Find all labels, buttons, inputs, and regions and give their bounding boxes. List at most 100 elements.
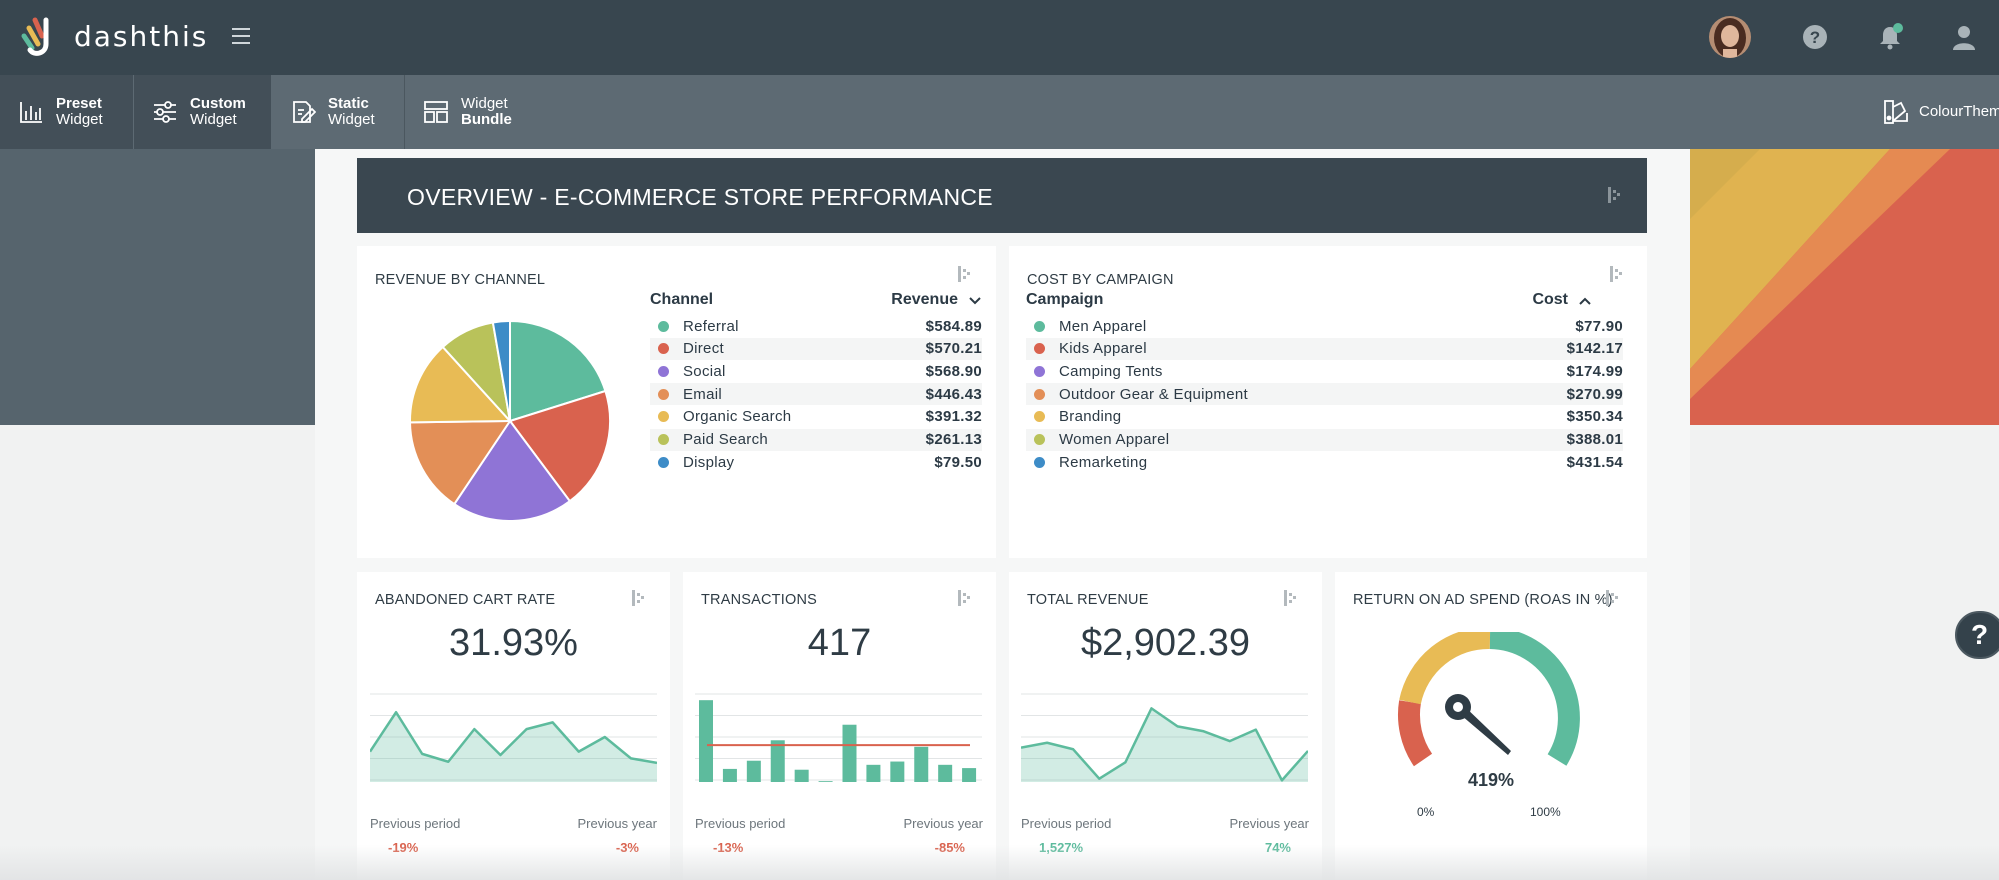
transaction-bar[interactable] — [794, 769, 809, 782]
row-label: Women Apparel — [1059, 431, 1170, 448]
total-revenue-sparkline[interactable] — [1021, 692, 1308, 782]
table-row[interactable]: Organic Search $391.32 — [650, 406, 982, 428]
row-label: Email — [683, 385, 723, 403]
drag-handle-icon[interactable] — [957, 589, 971, 607]
help-icon[interactable]: ? — [1801, 23, 1829, 51]
colour-themes-label-1: Colour — [1919, 103, 1964, 120]
transaction-bar[interactable] — [890, 761, 905, 782]
gauge-needle — [1455, 704, 1511, 755]
table-row[interactable]: Direct $570.21 — [650, 337, 982, 360]
table-row[interactable]: Display $79.50 — [650, 451, 982, 473]
widget-title: ABANDONED CART RATE — [375, 592, 556, 608]
column-header-campaign[interactable]: Campaign — [1026, 291, 1104, 308]
table-row[interactable]: Paid Search $261.13 — [650, 428, 982, 451]
previous-year-label: Previous year — [577, 816, 657, 831]
revenue-pie-chart[interactable] — [408, 319, 612, 523]
table-row[interactable]: Men Apparel $77.90 — [1026, 315, 1623, 337]
cost-campaign-table: Campaign Cost Men Apparel $77.90 Kids Appa… — [1026, 291, 1623, 491]
roas-gauge[interactable] — [1390, 632, 1590, 792]
abandoned-cart-sparkline[interactable] — [370, 692, 657, 782]
table-row[interactable]: Branding $350.34 — [1026, 406, 1623, 428]
pie-slice-direct[interactable] — [508, 389, 611, 503]
dashthis-logo[interactable] — [16, 14, 62, 60]
column-header-cost[interactable]: Cost — [1532, 291, 1568, 308]
row-value: $270.99 — [1566, 385, 1623, 403]
help-floating-button[interactable]: ? — [1955, 611, 1999, 659]
drag-handle-icon[interactable] — [1283, 589, 1297, 607]
transaction-bar[interactable] — [699, 700, 713, 782]
column-header-revenue[interactable]: Revenue — [891, 291, 958, 308]
previous-year-change: 74% — [1264, 840, 1291, 855]
row-value: $174.99 — [1566, 362, 1623, 380]
transaction-bar[interactable] — [746, 760, 761, 782]
transaction-bar[interactable] — [818, 781, 833, 782]
drag-handle-icon[interactable] — [631, 589, 645, 607]
previous-period-label: Previous period — [1021, 816, 1112, 831]
transaction-bar[interactable] — [842, 724, 857, 782]
custom-widget-button[interactable]: Custom Widget — [134, 75, 271, 149]
kpi-value: 31.93% — [449, 622, 578, 664]
drag-handle-icon[interactable] — [1605, 589, 1619, 607]
table-row[interactable]: Outdoor Gear & Equipment $270.99 — [1026, 383, 1623, 406]
table-row[interactable]: Referral $584.89 — [650, 315, 982, 337]
drag-handle-icon[interactable] — [957, 265, 971, 283]
preset-widget-label-bold: Preset — [56, 95, 102, 112]
row-value: $391.32 — [925, 408, 982, 426]
sort-descending-icon[interactable] — [968, 296, 982, 306]
table-row[interactable]: Social $568.90 — [650, 360, 982, 382]
pie-slice-referral[interactable] — [509, 319, 607, 423]
transactions-bar-chart[interactable] — [695, 692, 982, 782]
row-value: $446.43 — [925, 385, 982, 403]
static-widget-button[interactable]: Static Widget — [272, 75, 404, 149]
preset-widget-button[interactable]: Preset Widget — [0, 75, 133, 149]
transaction-bar[interactable] — [722, 768, 737, 782]
transaction-bar[interactable] — [938, 764, 953, 782]
row-value: $388.01 — [1566, 431, 1623, 448]
previous-period-label: Previous period — [370, 816, 461, 831]
palette-icon — [1884, 100, 1908, 124]
previous-year-label: Previous year — [1229, 816, 1309, 831]
widget-bundle-label: Widget — [461, 95, 508, 112]
bar-chart-icon — [20, 102, 42, 123]
preset-widget-label: Widget — [56, 111, 103, 128]
previous-period-change: 1,527% — [1039, 840, 1084, 855]
row-label: Referral — [683, 317, 739, 335]
transaction-bar[interactable] — [866, 764, 881, 782]
kpi-value: $2,902.39 — [1080, 622, 1251, 664]
table-row[interactable]: Email $446.43 — [650, 383, 982, 406]
pie-slice-email[interactable] — [408, 419, 512, 506]
table-row[interactable]: Women Apparel $388.01 — [1026, 428, 1623, 451]
static-widget-label: Widget — [328, 111, 375, 128]
pie-slice-social[interactable] — [452, 419, 572, 522]
drag-handle-icon[interactable] — [1609, 265, 1623, 283]
hamburger-menu-icon[interactable] — [232, 28, 250, 44]
widget-title: RETURN ON AD SPEND (ROAS IN %) — [1353, 592, 1613, 608]
user-avatar[interactable] — [1709, 16, 1751, 58]
transaction-bar[interactable] — [914, 746, 929, 782]
previous-period-change: -19% — [388, 840, 419, 855]
row-label: Paid Search — [683, 431, 769, 448]
row-label: Kids Apparel — [1059, 340, 1147, 358]
colour-themes-button[interactable]: ColourThemes — [1867, 75, 1999, 149]
drag-handle-icon[interactable] — [1607, 186, 1621, 204]
table-row[interactable]: Kids Apparel $142.17 — [1026, 337, 1623, 360]
transaction-bar[interactable] — [770, 740, 785, 782]
sort-ascending-icon[interactable] — [1578, 296, 1592, 306]
pie-slice-organic-search[interactable] — [409, 345, 513, 424]
table-row[interactable]: Camping Tents $174.99 — [1026, 360, 1623, 382]
pie-slice-display[interactable] — [491, 319, 511, 422]
table-row[interactable]: Remarketing $431.54 — [1026, 451, 1623, 473]
widget-bundle-button[interactable]: Widget Bundle — [405, 75, 545, 149]
user-profile-icon[interactable] — [1950, 23, 1978, 51]
background-texture-left — [0, 149, 315, 425]
column-header-channel[interactable]: Channel — [650, 291, 714, 308]
row-value: $77.90 — [1575, 317, 1623, 335]
row-value: $570.21 — [925, 340, 982, 358]
row-value: $584.89 — [925, 317, 982, 335]
abandoned-cart-rate-widget: ABANDONED CART RATE 31.93% Previous peri… — [357, 572, 670, 880]
notification-bell-icon[interactable] — [1876, 23, 1904, 51]
transaction-bar[interactable] — [962, 768, 977, 782]
row-label: Outdoor Gear & Equipment — [1059, 385, 1248, 403]
edit-document-icon — [293, 101, 316, 123]
total-revenue-widget: TOTAL REVENUE $2,902.39 Previous period … — [1009, 572, 1322, 880]
